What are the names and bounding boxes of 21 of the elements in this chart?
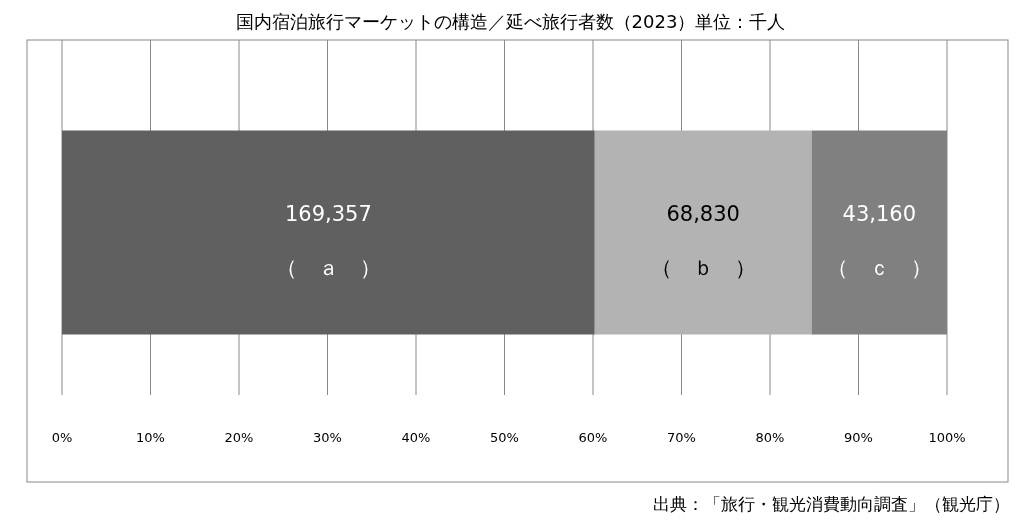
series-label: （ ｂ ） — [650, 255, 756, 280]
annotation: 169,357 — [284, 201, 372, 226]
bar — [62, 130, 595, 335]
x-tick-label: 90% — [844, 430, 873, 445]
series-label: （ ａ ） — [275, 255, 381, 280]
series-label: （ ｃ ） — [826, 255, 932, 280]
x-tick-label: 40% — [401, 430, 431, 445]
x-tick-label: 50% — [490, 430, 519, 445]
x-tick-label: 80% — [755, 430, 785, 445]
x-tick-label: 10% — [136, 430, 165, 445]
x-tick-label: 70% — [667, 430, 696, 445]
chart-title: 国内宿泊旅行マーケットの構造／延べ旅行者数（2023）単位：千人 — [235, 11, 786, 32]
x-tick-label: 30% — [313, 430, 342, 445]
x-tick-label: 20% — [224, 430, 254, 445]
bar — [594, 130, 812, 335]
source-note: 出典：「旅行・観光消費動向調査」（観光庁） — [653, 494, 1010, 514]
annotation: 68,830 — [666, 201, 740, 226]
x-tick-label: 0% — [51, 430, 73, 445]
annotation: 43,160 — [842, 201, 917, 226]
x-tick-label: 100% — [928, 430, 966, 445]
x-tick-label: 60% — [578, 430, 608, 445]
